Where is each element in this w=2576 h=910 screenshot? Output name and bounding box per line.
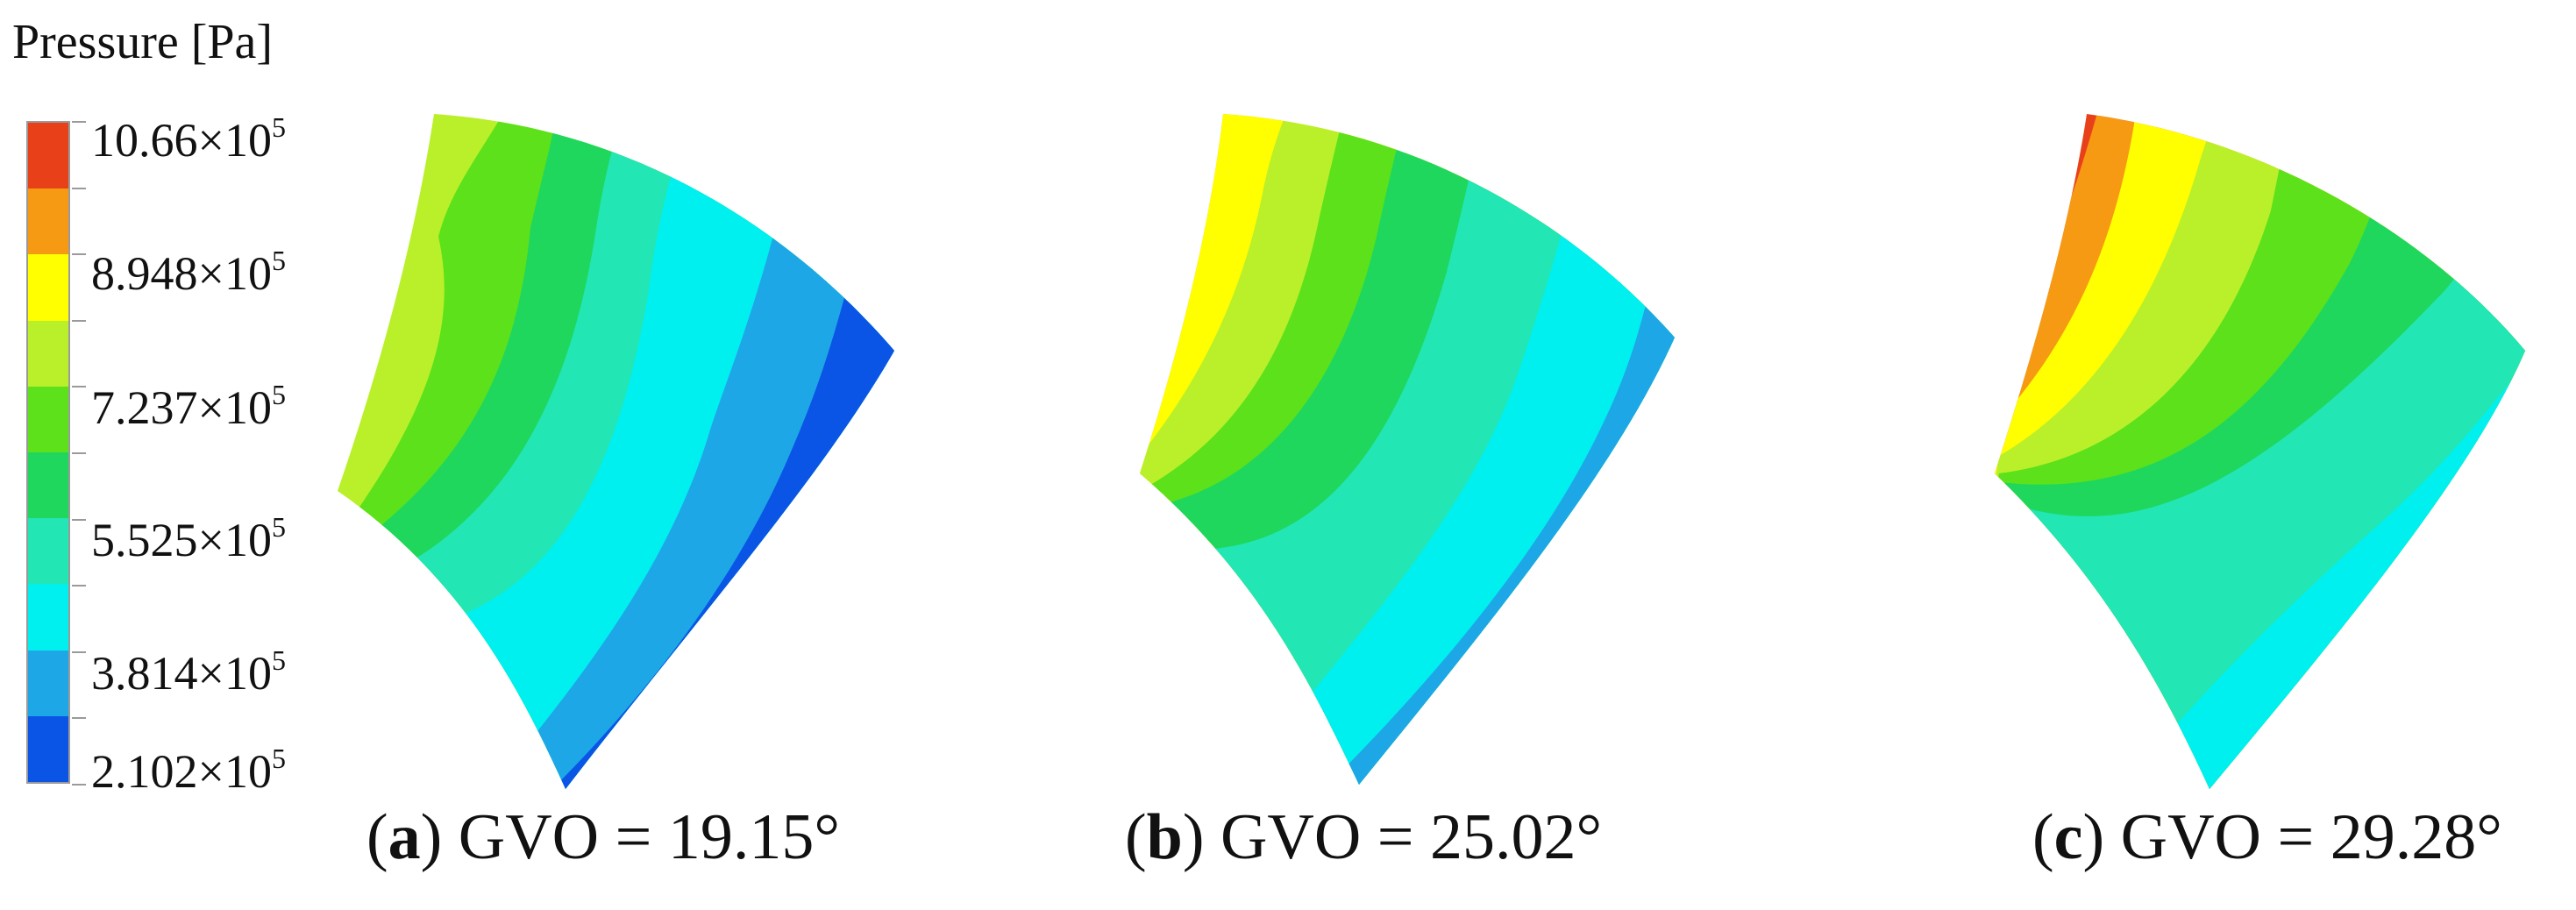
- legend-tick: [72, 585, 86, 587]
- legend-color-band: [28, 650, 68, 716]
- legend-tick: [72, 386, 86, 388]
- legend-color-band: [28, 188, 68, 255]
- legend-color-band: [28, 518, 68, 585]
- contour-panel-b: [1140, 88, 1754, 789]
- legend-color-band: [28, 386, 68, 452]
- legend-color-band: [28, 254, 68, 321]
- legend-label-2: 8.948×105: [91, 245, 286, 300]
- legend-color-band: [28, 715, 68, 782]
- pressure-contour-a: [338, 114, 894, 789]
- legend-tick: [72, 784, 86, 786]
- legend-label-5: 3.814×105: [91, 644, 286, 700]
- legend-label-max: 10.66×105: [91, 111, 286, 167]
- contour-panel-a: [333, 88, 947, 789]
- caption-c: (c) GVO = 29.28°: [2032, 801, 2502, 873]
- caption-b: (b) GVO = 25.02°: [1125, 801, 1603, 873]
- legend-tick: [72, 518, 86, 521]
- legend-color-band: [28, 452, 68, 519]
- legend-tick: [72, 452, 86, 454]
- legend-title: Pressure [Pa]: [12, 15, 274, 69]
- pressure-contour-b: [1140, 114, 1675, 785]
- legend-tick: [72, 187, 86, 189]
- legend-tick: [72, 651, 86, 653]
- legend-tick: [72, 717, 86, 720]
- legend-tick: [72, 319, 86, 322]
- legend-color-band: [28, 123, 68, 189]
- pressure-contour-c: [1995, 114, 2525, 789]
- legend-color-band: [28, 320, 68, 387]
- legend-tick: [72, 253, 86, 256]
- contour-panel-c: [1946, 88, 2560, 789]
- color-legend-bar: [26, 121, 70, 784]
- legend-label-4: 5.525×105: [91, 511, 286, 566]
- caption-a: (a) GVO = 19.15°: [366, 801, 840, 873]
- legend-label-3: 7.237×105: [91, 379, 286, 434]
- legend-color-band: [28, 584, 68, 651]
- legend-tick: [72, 121, 86, 123]
- legend-label-min: 2.102×105: [91, 743, 286, 798]
